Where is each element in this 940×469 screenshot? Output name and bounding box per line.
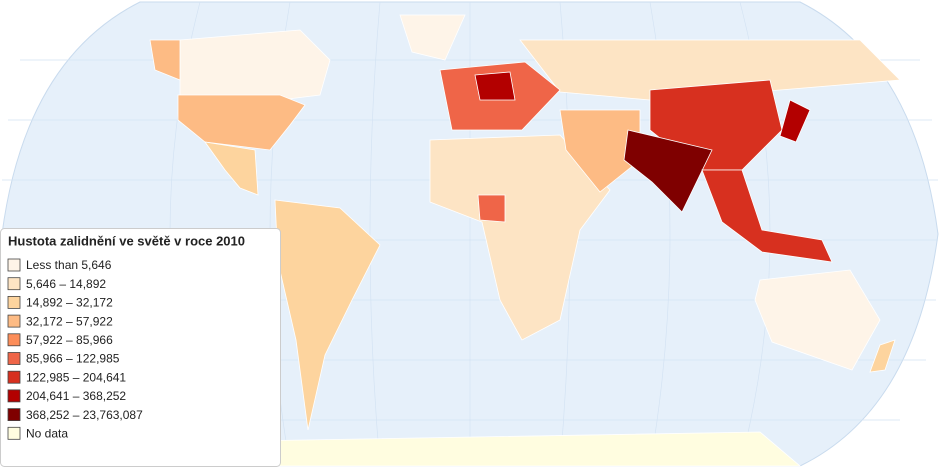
legend: Less than 5,646 5,646 – 14,892 14,892 – 32…: [7, 258, 143, 440]
legend-swatch: [7, 333, 21, 347]
legend-label: 5,646 – 14,892: [26, 277, 106, 291]
canada: [179, 29, 331, 101]
legend-swatch: [7, 408, 21, 422]
central-america: [204, 141, 259, 196]
legend-swatch: [7, 277, 21, 291]
legend-swatch: [7, 352, 21, 365]
alaska: [149, 39, 181, 81]
legend-label: 368,252 – 23,763,087: [26, 408, 143, 422]
central-europe: [474, 71, 516, 101]
russia: [519, 39, 901, 101]
legend-swatch: [7, 314, 21, 328]
india: [623, 129, 713, 213]
legend-label: 14,892 – 32,172: [26, 296, 113, 310]
legend-label: 57,922 – 85,966: [26, 333, 113, 347]
legend-label: Less than 5,646: [26, 258, 112, 272]
australia: [754, 269, 881, 371]
legend-swatch: [7, 295, 21, 309]
south-america: [274, 199, 381, 431]
legend-box: [0, 228, 281, 467]
legend-swatch: [7, 426, 21, 440]
legend-swatch: [7, 370, 21, 384]
middle-east: [559, 109, 641, 193]
legend-label: 85,966 – 122,985: [26, 352, 120, 366]
legend-swatch: [7, 389, 21, 403]
legend-label: 122,985 – 204,641: [26, 370, 126, 384]
legend-label: 32,172 – 57,922: [26, 314, 113, 328]
new-zealand: [869, 339, 896, 373]
greenland: [399, 14, 466, 61]
legend-label: No data: [26, 426, 68, 440]
legend-swatch: [7, 258, 21, 272]
countries: [139, 14, 901, 467]
nigeria: [477, 194, 506, 223]
legend-label: 204,641 – 368,252: [26, 389, 126, 403]
legend-title: Hustota zalidnění ve světě v roce 2010: [8, 233, 245, 248]
southeast-asia: [701, 169, 833, 263]
usa: [177, 94, 306, 151]
japan: [779, 99, 811, 143]
